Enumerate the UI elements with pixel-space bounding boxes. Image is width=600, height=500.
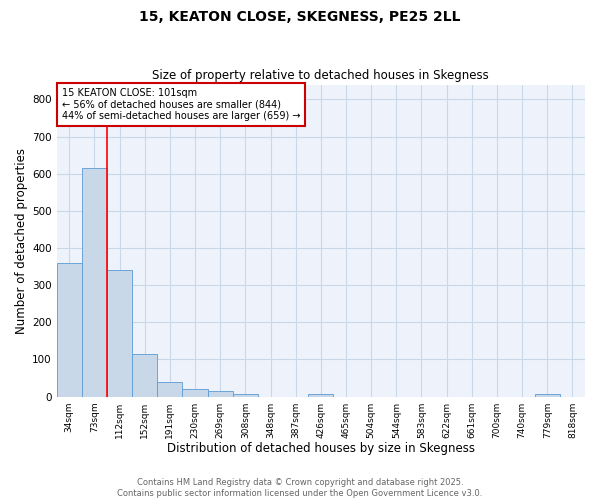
- Bar: [56, 263, 82, 396]
- Text: 15 KEATON CLOSE: 101sqm
← 56% of detached houses are smaller (844)
44% of semi-d: 15 KEATON CLOSE: 101sqm ← 56% of detache…: [62, 88, 301, 121]
- Bar: [132, 354, 157, 397]
- Text: 15, KEATON CLOSE, SKEGNESS, PE25 2LL: 15, KEATON CLOSE, SKEGNESS, PE25 2LL: [139, 10, 461, 24]
- Bar: [308, 394, 334, 396]
- Bar: [82, 168, 107, 396]
- Title: Size of property relative to detached houses in Skegness: Size of property relative to detached ho…: [152, 69, 489, 82]
- X-axis label: Distribution of detached houses by size in Skegness: Distribution of detached houses by size …: [167, 442, 475, 455]
- Bar: [535, 394, 560, 396]
- Bar: [233, 394, 258, 396]
- Bar: [208, 391, 233, 396]
- Text: Contains HM Land Registry data © Crown copyright and database right 2025.
Contai: Contains HM Land Registry data © Crown c…: [118, 478, 482, 498]
- Y-axis label: Number of detached properties: Number of detached properties: [15, 148, 28, 334]
- Bar: [182, 389, 208, 396]
- Bar: [157, 382, 182, 396]
- Bar: [107, 270, 132, 396]
